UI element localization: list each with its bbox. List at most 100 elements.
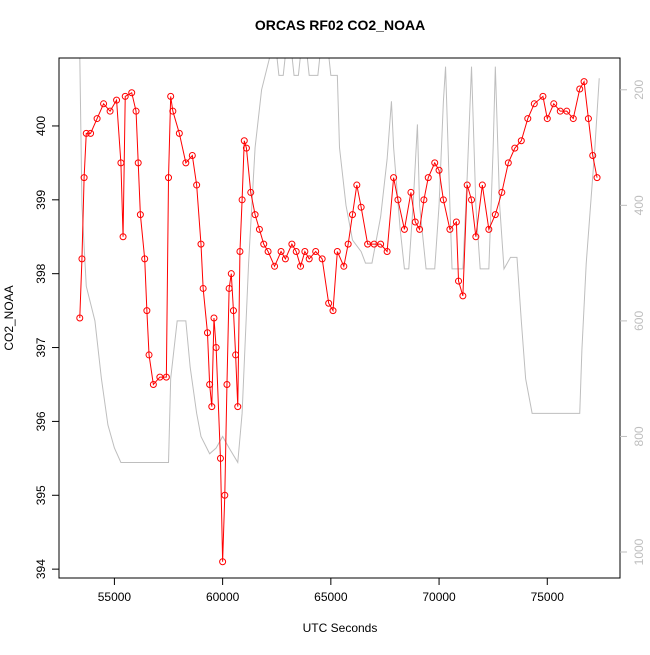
data-point (468, 196, 476, 204)
x-tick-label: 55000 (98, 590, 132, 604)
data-point (149, 380, 157, 388)
data-point (242, 144, 250, 152)
data-point (569, 115, 577, 123)
y-tick-label: 397 (34, 337, 48, 357)
data-point (232, 351, 240, 359)
data-point (312, 248, 320, 256)
data-point (193, 181, 201, 189)
data-point (134, 159, 142, 167)
y-tick-label: 400 (34, 116, 48, 136)
data-point (167, 92, 175, 100)
data-point (416, 225, 424, 233)
data-point (229, 307, 237, 315)
data-point (498, 188, 506, 196)
data-point (472, 233, 480, 241)
data-point (121, 92, 129, 100)
plot-area (76, 58, 601, 566)
x-tick-label: 65000 (314, 590, 348, 604)
data-point (78, 255, 86, 263)
data-point (80, 174, 88, 182)
data-point (394, 196, 402, 204)
data-point (420, 196, 428, 204)
data-point (550, 100, 558, 108)
data-point (292, 248, 300, 256)
data-point (260, 240, 268, 248)
data-point (491, 211, 499, 219)
data-point (136, 211, 144, 219)
data-point (264, 248, 272, 256)
series-line (79, 80, 598, 562)
plot-frame (58, 57, 621, 579)
data-point (221, 491, 229, 499)
data-point (234, 403, 242, 411)
data-point (377, 240, 385, 248)
data-point (383, 248, 391, 256)
data-point (277, 248, 285, 256)
x-tick-label: 75000 (531, 590, 565, 604)
data-point (424, 174, 432, 182)
data-point (455, 277, 463, 285)
data-point (128, 89, 136, 97)
chart-title: ORCAS RF02 CO2_NOAA (255, 17, 425, 33)
y2-tick-label: 200 (632, 79, 646, 99)
data-point (329, 307, 337, 315)
data-point (210, 314, 218, 322)
y-tick-label: 395 (34, 485, 48, 505)
data-point (333, 248, 341, 256)
data-point (439, 196, 447, 204)
data-point (589, 152, 597, 159)
data-point (435, 166, 443, 174)
data-point (411, 218, 419, 226)
data-point (511, 144, 519, 152)
data-point (182, 159, 190, 167)
y-tick-label: 396 (34, 411, 48, 431)
data-point (216, 454, 224, 462)
data-point (87, 129, 95, 137)
data-point (504, 159, 512, 167)
data-point (271, 262, 279, 270)
x-axis-label: UTC Seconds (303, 621, 378, 635)
data-point (212, 344, 220, 352)
data-point (236, 248, 244, 256)
data-point (431, 159, 439, 167)
data-point (400, 225, 408, 233)
data-point (543, 115, 551, 123)
y-axis-label: CO2_NOAA (2, 285, 16, 350)
data-point (141, 255, 149, 263)
data-point (563, 107, 571, 115)
data-point (301, 248, 309, 256)
data-point (117, 159, 125, 167)
data-point (199, 284, 207, 292)
data-point (203, 329, 211, 337)
x-tick-label: 70000 (422, 590, 456, 604)
data-point (119, 233, 127, 241)
data-point (188, 152, 196, 159)
data-point (240, 137, 248, 145)
data-point (227, 270, 235, 278)
data-point (348, 211, 356, 219)
data-point (82, 129, 90, 137)
data-point (255, 225, 263, 233)
data-point (357, 203, 365, 211)
data-point (76, 314, 84, 322)
data-point (580, 78, 588, 86)
y-tick-label: 398 (34, 263, 48, 283)
data-point (459, 292, 467, 300)
data-point (305, 255, 313, 263)
data-point (478, 181, 486, 189)
y2-tick-label: 800 (632, 426, 646, 446)
data-point (238, 196, 246, 204)
data-point (452, 218, 460, 226)
data-point (353, 181, 361, 189)
data-point (530, 100, 538, 108)
data-point (485, 225, 493, 233)
data-point (463, 181, 471, 189)
data-point (175, 129, 183, 137)
data-point (340, 262, 348, 270)
data-point (197, 240, 205, 248)
data-point (162, 373, 170, 381)
y2-tick-label: 400 (632, 195, 646, 215)
x-tick-label: 60000 (206, 590, 240, 604)
data-point (145, 351, 153, 359)
